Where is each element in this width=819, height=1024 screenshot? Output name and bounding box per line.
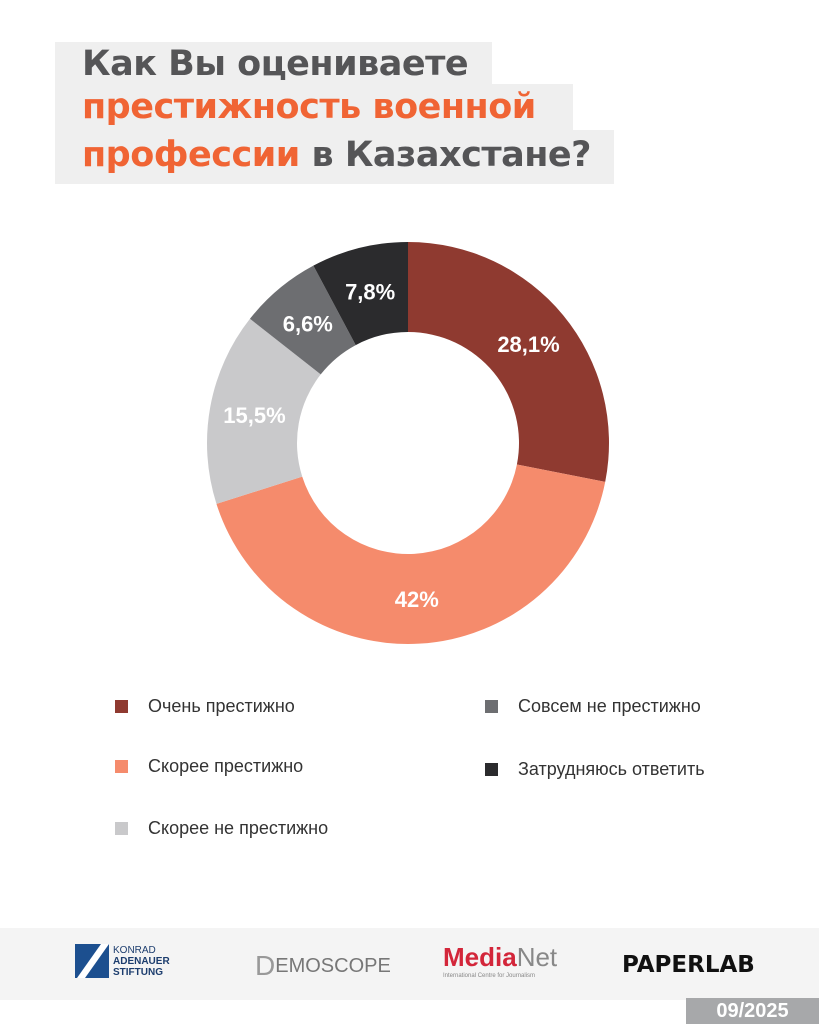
title-line-1: Как Вы оцениваете	[55, 42, 492, 86]
medianet-b: Net	[516, 942, 558, 972]
legend-label: Очень престижно	[148, 696, 295, 716]
slice-label: 15,5%	[223, 403, 285, 428]
legend-label: Совсем не престижно	[518, 696, 701, 716]
legend-swatch	[485, 763, 498, 776]
donut-slice	[408, 242, 609, 482]
title-line-2: престижность военной	[55, 84, 573, 130]
slice-label: 6,6%	[283, 311, 333, 336]
legend-item: Совсем не престижно	[485, 696, 701, 717]
donut-slice	[249, 265, 356, 375]
legend-swatch	[115, 760, 128, 773]
kas-text-3: STIFTUNG	[113, 966, 163, 978]
donut-slice	[313, 242, 408, 346]
legend-swatch	[115, 822, 128, 835]
title-accent: профессии	[82, 135, 300, 175]
legend-item: Скорее не престижно	[115, 818, 328, 839]
slice-label: 28,1%	[497, 332, 559, 357]
medianet-sub: International Centre for Journalism	[443, 973, 536, 979]
title-line-3: профессии в Казахстане?	[55, 130, 614, 184]
donut-chart: 28,1% 42% 15,5% 6,6% 7,8%	[207, 242, 609, 644]
demoscope-logo: D EMOSCOPE	[255, 950, 391, 981]
demoscope-text: EMOSCOPE	[275, 954, 391, 977]
slice-label: 7,8%	[345, 280, 395, 305]
legend-item: Скорее престижно	[115, 756, 303, 777]
legend-item: Затрудняюсь ответить	[485, 759, 705, 780]
slice-label: 42%	[395, 587, 439, 612]
medianet-a: Media	[443, 942, 517, 972]
footer-logos: KONRAD ADENAUER STIFTUNG D EMOSCOPE MediaNe…	[0, 928, 819, 1000]
kas-logo-icon	[75, 944, 109, 978]
legend-label: Скорее не престижно	[148, 818, 329, 838]
donut-slice	[216, 464, 606, 644]
kas-logo: KONRAD ADENAUER STIFTUNG	[75, 944, 170, 978]
legend-label: Затрудняюсь ответить	[518, 759, 705, 779]
paperlab-logo: PAPERLAB	[622, 952, 755, 978]
legend-swatch	[115, 700, 128, 713]
date-badge: 09/2025	[686, 998, 819, 1024]
donut-slice	[207, 318, 321, 504]
kas-text-1: KONRAD	[113, 944, 156, 956]
legend-item: Очень престижно	[115, 696, 295, 717]
legend-swatch	[485, 700, 498, 713]
title-rest: в Казахстане?	[299, 135, 591, 175]
medianet-logo: MediaNet International Centre for Journa…	[443, 942, 557, 979]
legend-label: Скорее престижно	[148, 756, 304, 776]
kas-text-2: ADENAUER	[113, 955, 170, 967]
